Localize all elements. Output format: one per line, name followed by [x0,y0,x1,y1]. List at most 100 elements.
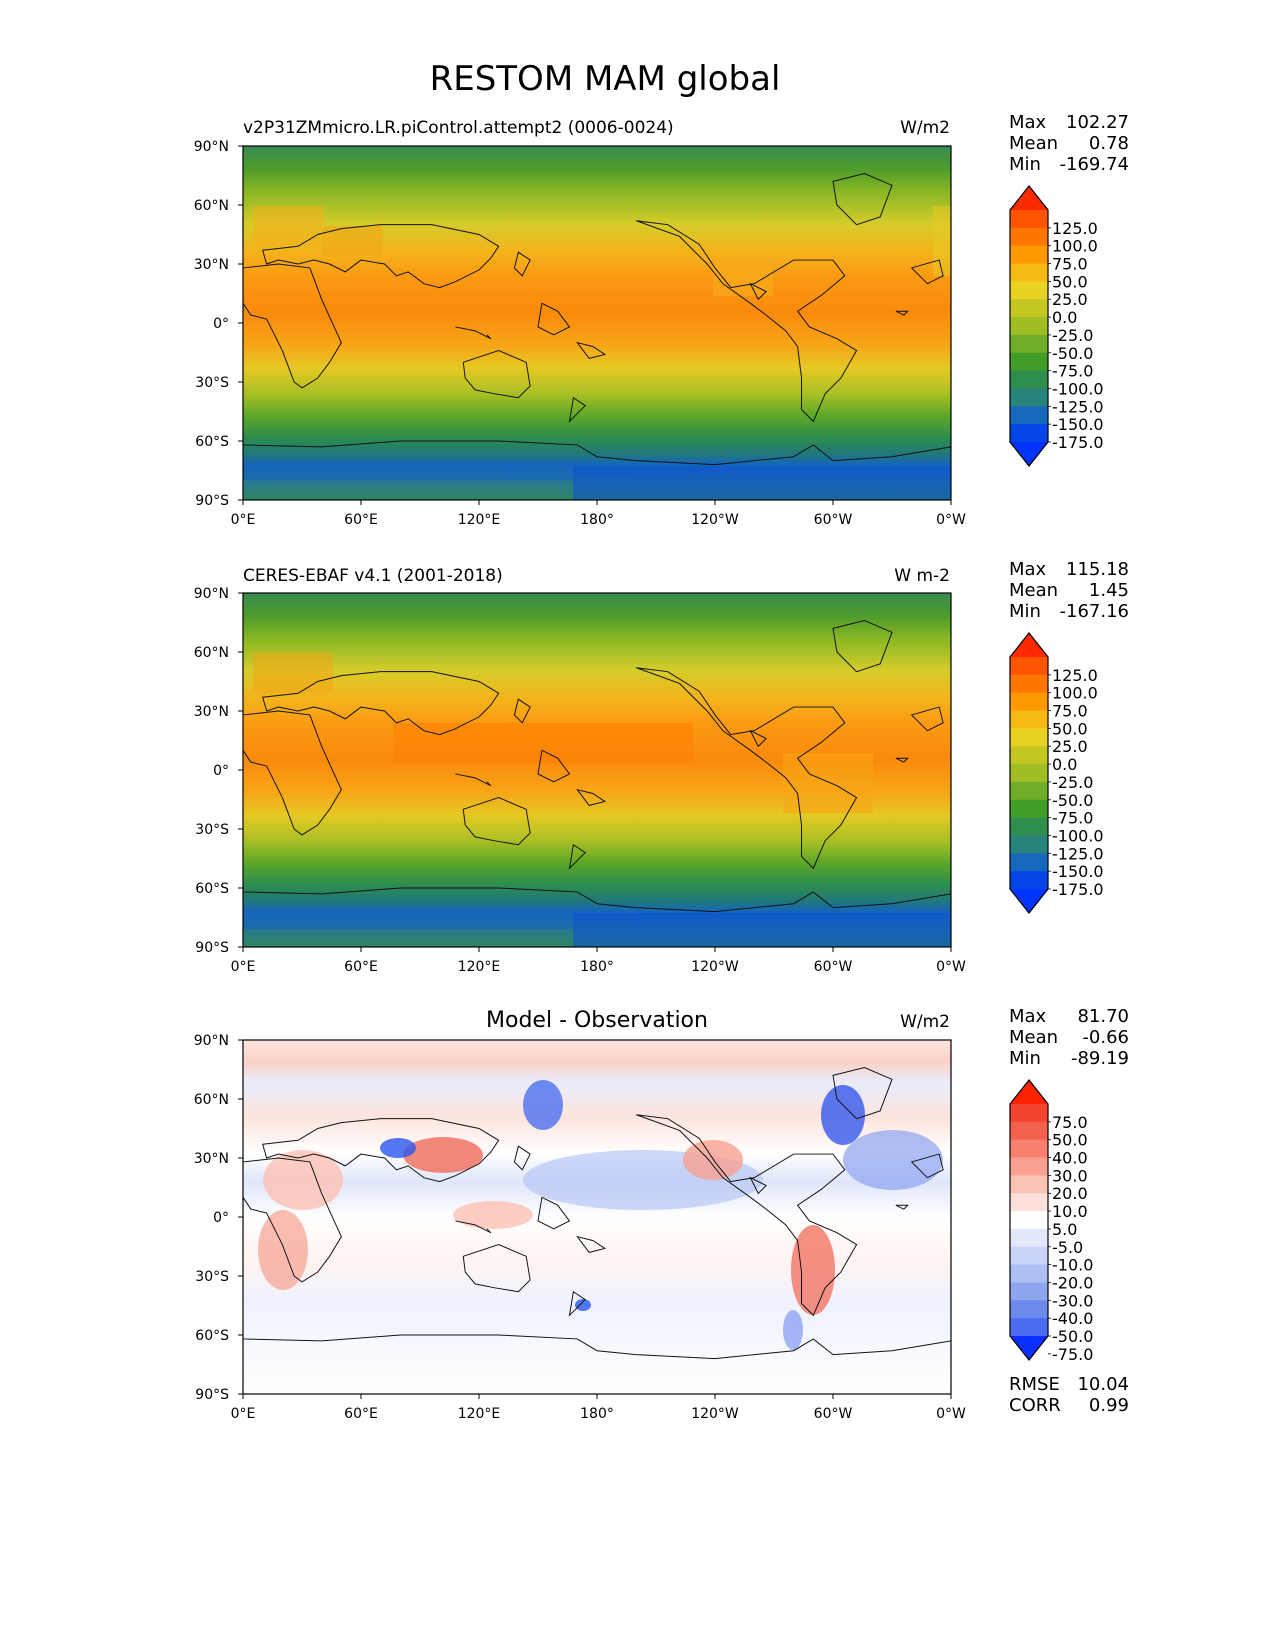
figure-title: RESTOM MAM global [430,59,781,99]
colorbar-difference: 75.050.040.030.020.010.05.0-5.0-10.0-20.… [1009,1079,1093,1364]
y-tick-label: 90°N [194,586,229,602]
colorbar-level-label: -175.0 [1052,880,1104,899]
x-tick-label: 120°W [691,959,739,975]
colorbar-extend-top [1010,633,1048,657]
stat-label: CORR [1009,1395,1061,1416]
y-tick-labels-model: 90°N 60°N 30°N 0° 30°S 60°S 90°S [194,139,229,509]
colorbar-swatch [1010,1175,1048,1194]
colorbar-level-label: -125.0 [1052,397,1104,416]
stat-value: 0.78 [1089,133,1129,154]
colorbar-swatch [1010,210,1048,229]
stat-label: Mean [1009,580,1058,601]
x-tick-label: 180° [580,959,614,975]
x-tick-label: 0°E [231,959,256,975]
y-tick-label: 60°S [195,434,229,450]
y-tick-labels-observation: 90°N 60°N 30°N 0° 30°S 60°S 90°S [194,586,229,956]
stat-label: Min [1009,1048,1041,1069]
x-tick-label: 180° [580,512,614,528]
colorbar-swatch [1010,746,1048,765]
colorbar-extend-bottom [1010,442,1048,466]
colorbar-level-label: 25.0 [1052,737,1088,756]
x-tick-label: 120°E [458,512,501,528]
colorbar-level-label: -25.0 [1052,773,1093,792]
y-tick-label: 0° [213,316,229,332]
colorbar-swatch [1010,710,1048,729]
colorbar-swatch [1010,728,1048,747]
x-tick-labels-difference: 0°E 60°E 120°E 180° 120°W 60°W 0°W [231,1406,966,1422]
skill-scores-difference: RMSE 10.04 CORR 0.99 [1009,1374,1129,1416]
colorbar-swatch [1010,1211,1048,1230]
colorbar-level-label: -50.0 [1052,344,1093,363]
colorbar-model: 125.0100.075.050.025.00.0-25.0-50.0-75.0… [1009,185,1104,467]
stat-label: Mean [1009,1027,1058,1048]
colorbar-level-label: 125.0 [1052,219,1098,238]
colorbar-swatch [1010,370,1048,389]
tick-marks-model [238,145,952,505]
panel-units-model: W/m2 [900,118,950,138]
stat-label: Min [1009,601,1041,622]
colorbar-swatch [1010,1246,1048,1266]
colorbar-level-label: -150.0 [1052,415,1104,434]
y-tick-label: 60°S [195,1328,229,1344]
x-tick-label: 0°E [231,512,256,528]
x-tick-label: 120°W [691,512,739,528]
colorbar-swatch [1010,657,1048,676]
x-tick-label: 60°W [814,1406,853,1422]
colorbar-observation: 125.0100.075.050.025.00.0-25.0-50.0-75.0… [1009,632,1104,914]
colorbar-level-label: -30.0 [1052,1291,1093,1310]
colorbar-swatch [1010,1193,1048,1212]
stat-label: Max [1009,112,1047,133]
colorbar-swatch [1010,853,1048,872]
colorbar-level-label: 5.0 [1052,1220,1077,1239]
panel-model [242,145,952,501]
colorbar-swatch [1010,1121,1048,1141]
x-tick-label: 0°W [936,512,966,528]
y-tick-label: 90°N [194,1033,229,1049]
tick-marks-difference [238,1039,952,1399]
land-overlay-observation [243,653,951,947]
stats-difference: Max 81.70 Mean -0.66 Min -89.19 [1009,1006,1129,1069]
stat-value: 81.70 [1077,1006,1129,1027]
colorbar-swatch [1010,1157,1048,1176]
stats-observation: Max 115.18 Mean 1.45 Min -167.16 [1009,559,1129,622]
colorbar-level-label: 0.0 [1052,308,1077,327]
colorbar-level-label: 25.0 [1052,290,1088,309]
stat-label: Max [1009,559,1047,580]
x-tick-labels-observation: 0°E 60°E 120°E 180° 120°W 60°W 0°W [231,959,966,975]
colorbar-level-label: -20.0 [1052,1273,1093,1292]
panel-observation [242,592,952,948]
y-tick-label: 0° [213,763,229,779]
panel-title-difference: Model - Observation [486,1008,708,1033]
y-tick-label: 60°S [195,881,229,897]
colorbar-level-label: 50.0 [1052,719,1088,738]
colorbar-swatch [1010,281,1048,300]
colorbar-level-label: 75.0 [1052,255,1088,274]
colorbar-swatch [1010,1139,1048,1159]
colorbar-level-label: -40.0 [1052,1309,1093,1328]
colorbar-level-label: 75.0 [1052,1113,1088,1132]
colorbar-level-label: 75.0 [1052,702,1088,721]
stat-value: 102.27 [1066,112,1129,133]
colorbar-swatch [1010,1228,1048,1248]
colorbar-swatch [1010,424,1048,443]
colorbar-extend-bottom [1010,889,1048,913]
colorbar-level-label: 20.0 [1052,1184,1088,1203]
colorbar-extend-top [1010,186,1048,210]
x-tick-labels-model: 0°E 60°E 120°E 180° 120°W 60°W 0°W [231,512,966,528]
stat-label: Max [1009,1006,1047,1027]
colorbar-level-label: -50.0 [1052,791,1093,810]
colorbar-swatch [1010,334,1048,354]
y-tick-label: 90°S [195,940,229,956]
y-tick-labels-difference: 90°N 60°N 30°N 0° 30°S 60°S 90°S [194,1033,229,1403]
colorbar-swatch [1010,1104,1048,1123]
panel-units-difference: W/m2 [900,1012,950,1032]
colorbar-level-label: 0.0 [1052,755,1077,774]
colorbar-level-label: 100.0 [1052,684,1098,703]
stat-value: 115.18 [1066,559,1129,580]
colorbar-swatch [1010,799,1048,819]
colorbar-level-label: -10.0 [1052,1256,1093,1275]
x-tick-label: 120°E [458,959,501,975]
stat-value: -167.16 [1060,601,1129,622]
colorbar-level-label: 50.0 [1052,272,1088,291]
